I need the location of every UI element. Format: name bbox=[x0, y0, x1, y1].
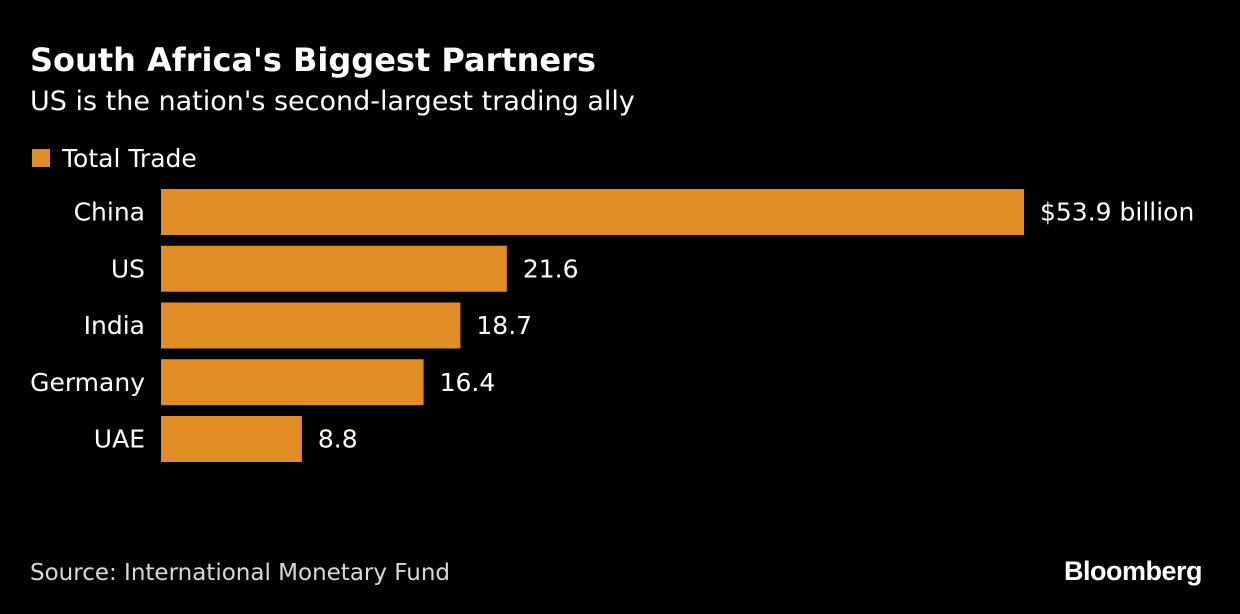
legend-label: Total Trade bbox=[62, 143, 197, 173]
bloomberg-logo: Bloomberg bbox=[1063, 556, 1203, 586]
bar-uae bbox=[161, 416, 302, 462]
bar-germany bbox=[161, 359, 424, 406]
chart-subtitle: US is the nation's second-largest tradin… bbox=[30, 86, 635, 117]
value-label-germany: 16.4 bbox=[440, 368, 496, 397]
category-label-china: China bbox=[74, 198, 145, 227]
category-label-germany: Germany bbox=[30, 368, 145, 397]
value-label-china: $53.9 billion bbox=[1040, 198, 1194, 227]
legend: Total Trade bbox=[32, 141, 197, 175]
bar-us bbox=[161, 245, 507, 292]
bar-china bbox=[161, 189, 1024, 235]
category-label-india: India bbox=[84, 311, 145, 340]
category-label-us: US bbox=[111, 254, 145, 283]
source-note: Source: International Monetary Fund bbox=[30, 560, 451, 586]
value-label-uae: 8.8 bbox=[318, 425, 358, 454]
bar-india bbox=[161, 302, 461, 349]
value-label-us: 21.6 bbox=[523, 254, 579, 283]
legend-swatch bbox=[32, 149, 50, 167]
value-label-india: 18.7 bbox=[476, 311, 532, 340]
chart-title: South Africa's Biggest Partners bbox=[30, 41, 596, 79]
category-label-uae: UAE bbox=[94, 425, 145, 454]
